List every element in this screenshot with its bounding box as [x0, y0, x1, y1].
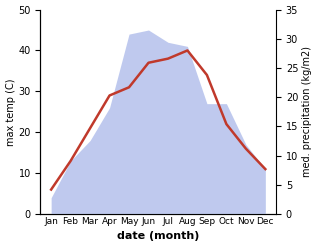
X-axis label: date (month): date (month) [117, 231, 199, 242]
Y-axis label: max temp (C): max temp (C) [5, 78, 16, 145]
Y-axis label: med. precipitation (kg/m2): med. precipitation (kg/m2) [302, 46, 313, 177]
